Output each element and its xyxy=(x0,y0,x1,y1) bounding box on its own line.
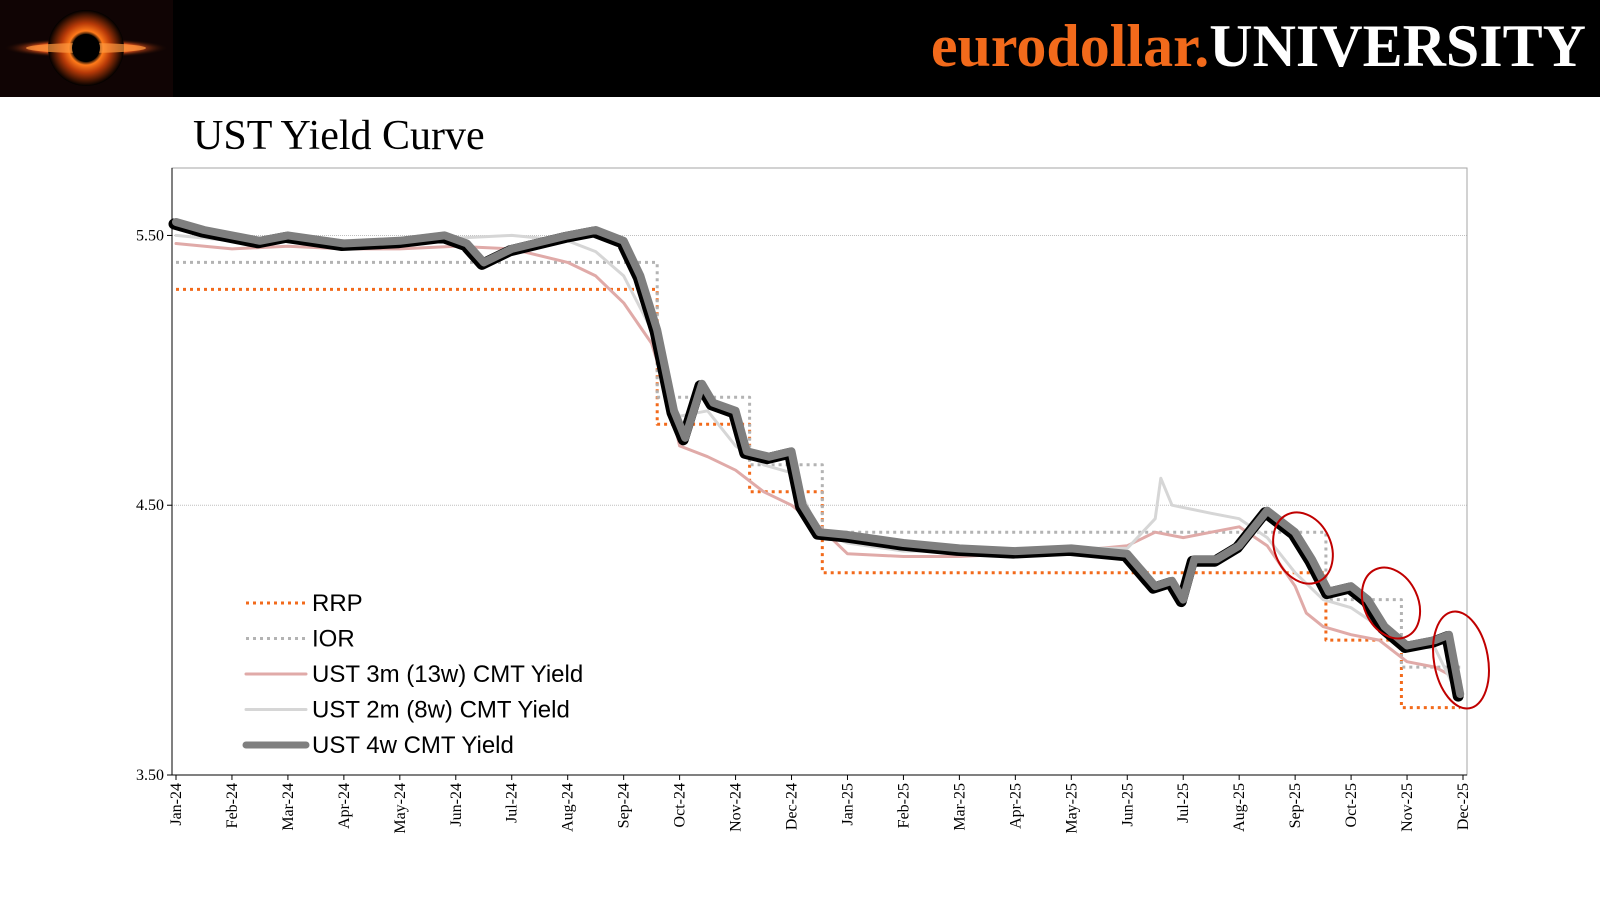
x-tick-label: Nov-25 xyxy=(1399,783,1416,832)
x-tick-label: Dec-24 xyxy=(784,783,801,830)
series-line-shadow xyxy=(168,218,1464,702)
ellipse-dec-25 xyxy=(1432,610,1490,710)
y-tick-label: 5.50 xyxy=(136,227,164,244)
legend-label-3: UST 3m (13w) CMT Yield xyxy=(312,661,583,688)
ellipse-sep-25 xyxy=(1272,511,1334,585)
x-tick-label: Jun-24 xyxy=(448,783,465,827)
x-tick-label: Jul-25 xyxy=(1175,783,1192,823)
x-tick-label: Nov-24 xyxy=(728,783,745,832)
x-tick-label: Aug-25 xyxy=(1231,783,1248,832)
series-line-4 xyxy=(174,233,1462,701)
series-line-5 xyxy=(172,218,1465,699)
x-tick-label: Oct-25 xyxy=(1343,783,1360,827)
x-tick-label: Dec-25 xyxy=(1455,783,1472,830)
series-layer xyxy=(168,218,1465,710)
chart-legend: RRP IOR UST 3m (13w) CMT Yield UST 2m (8w) … xyxy=(242,590,583,759)
legend-label-4: UST 2m (8w) CMT Yield xyxy=(312,697,570,724)
annotation-layer xyxy=(1272,511,1490,710)
x-tick-label: Feb-24 xyxy=(224,783,241,828)
x-tick-label: May-25 xyxy=(1063,783,1080,834)
x-tick-label: Sep-25 xyxy=(1287,783,1304,828)
y-axis-ticks: 5.50 4.50 3.50 xyxy=(136,227,172,784)
chart-title: UST Yield Curve xyxy=(193,113,485,159)
legend-label-2: IOR xyxy=(312,626,355,653)
x-tick-label: Jan-25 xyxy=(839,783,856,826)
brand-part-2: UNIVERSITY xyxy=(1209,13,1586,79)
header-banner: eurodollar.UNIVERSITY xyxy=(0,0,1600,97)
x-tick-label: Mar-25 xyxy=(951,783,968,831)
x-tick-label: Aug-24 xyxy=(560,783,577,832)
x-tick-label: Jul-24 xyxy=(504,783,521,823)
x-tick-label: May-24 xyxy=(392,783,409,834)
x-tick-label: Jun-25 xyxy=(1119,783,1136,827)
legend-label-5: UST 4w CMT Yield xyxy=(312,732,514,759)
legend-label-1: RRP xyxy=(312,590,363,617)
x-tick-label: Sep-24 xyxy=(616,783,633,828)
black-hole-logo-icon xyxy=(0,0,173,97)
x-tick-label: Feb-25 xyxy=(895,783,912,828)
y-tick-label: 3.50 xyxy=(136,767,164,784)
x-tick-label: Oct-24 xyxy=(672,783,689,827)
series-line-3 xyxy=(174,242,1462,683)
y-tick-label: 4.50 xyxy=(136,497,164,514)
ellipse-oct-25 xyxy=(1360,566,1422,640)
series-line-1 xyxy=(176,287,1461,710)
x-tick-label: Jan-24 xyxy=(168,783,185,826)
brand-logo-text: eurodollar.UNIVERSITY xyxy=(931,10,1586,82)
brand-part-1: eurodollar. xyxy=(930,13,1210,79)
x-tick-label: Apr-25 xyxy=(1007,783,1024,829)
series-line-2 xyxy=(176,260,1461,669)
x-tick-label: Apr-24 xyxy=(336,783,353,829)
gridlines xyxy=(172,234,1467,506)
x-tick-label: Mar-24 xyxy=(280,783,297,831)
x-axis-ticks: Jan-24 Feb-24 Mar-24 Apr-24 May-24 Jun-24 Jul-… xyxy=(168,775,1472,834)
